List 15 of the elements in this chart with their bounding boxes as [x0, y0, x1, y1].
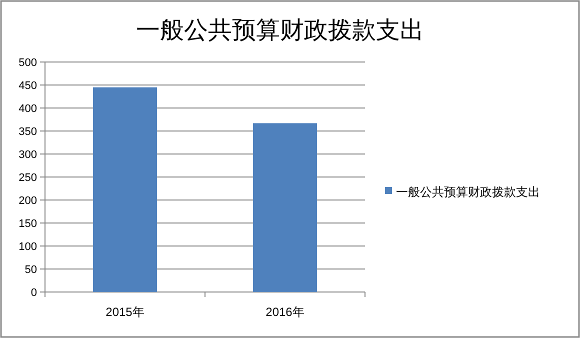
x-tick-label: 2015年: [106, 305, 144, 319]
y-tick-label: 250: [18, 172, 37, 184]
legend-label: 一般公共预算财政拨款支出: [396, 185, 540, 199]
x-tick-label: 2016年: [266, 305, 304, 319]
y-tick-label: 350: [18, 126, 37, 138]
y-tick-label: 50: [24, 264, 37, 276]
y-tick-label: 300: [18, 149, 37, 161]
y-tick-label: 100: [18, 241, 37, 253]
y-tick-label: 500: [18, 57, 37, 69]
y-tick-label: 400: [18, 103, 37, 115]
y-tick-label: 150: [18, 218, 37, 230]
chart-title: 一般公共预算财政拨款支出: [136, 17, 424, 44]
y-tick-label: 200: [18, 195, 37, 207]
y-tick-label: 450: [18, 80, 37, 92]
y-tick-label: 0: [30, 287, 37, 299]
